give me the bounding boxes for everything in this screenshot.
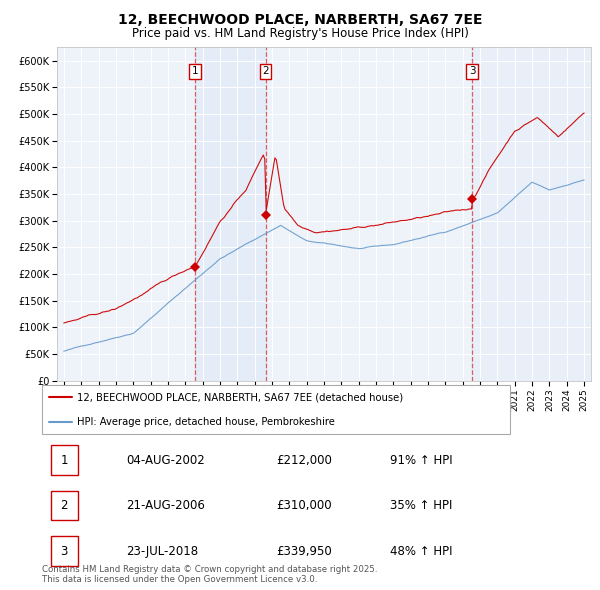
Bar: [196, 47, 266, 381]
Text: 1: 1: [61, 454, 68, 467]
Text: 2: 2: [61, 499, 68, 512]
Text: 12, BEECHWOOD PLACE, NARBERTH, SA67 7EE (detached house): 12, BEECHWOOD PLACE, NARBERTH, SA67 7EE …: [77, 392, 403, 402]
Text: Price paid vs. HM Land Registry's House Price Index (HPI): Price paid vs. HM Land Registry's House …: [131, 27, 469, 40]
Text: 91% ↑ HPI: 91% ↑ HPI: [390, 454, 452, 467]
Text: 12, BEECHWOOD PLACE, NARBERTH, SA67 7EE: 12, BEECHWOOD PLACE, NARBERTH, SA67 7EE: [118, 13, 482, 27]
Text: 3: 3: [469, 66, 476, 76]
Text: 2: 2: [262, 66, 269, 76]
Text: £310,000: £310,000: [276, 499, 332, 512]
Text: 35% ↑ HPI: 35% ↑ HPI: [390, 499, 452, 512]
Text: £339,950: £339,950: [276, 545, 332, 558]
Text: HPI: Average price, detached house, Pembrokeshire: HPI: Average price, detached house, Pemb…: [77, 417, 335, 427]
Text: 48% ↑ HPI: 48% ↑ HPI: [390, 545, 452, 558]
Text: £212,000: £212,000: [276, 454, 332, 467]
Text: 1: 1: [192, 66, 199, 76]
Bar: [472, 47, 591, 381]
Text: 21-AUG-2006: 21-AUG-2006: [126, 499, 205, 512]
Text: 23-JUL-2018: 23-JUL-2018: [126, 545, 198, 558]
Text: 04-AUG-2002: 04-AUG-2002: [126, 454, 205, 467]
Text: Contains HM Land Registry data © Crown copyright and database right 2025.
This d: Contains HM Land Registry data © Crown c…: [42, 565, 377, 584]
Text: 3: 3: [61, 545, 68, 558]
